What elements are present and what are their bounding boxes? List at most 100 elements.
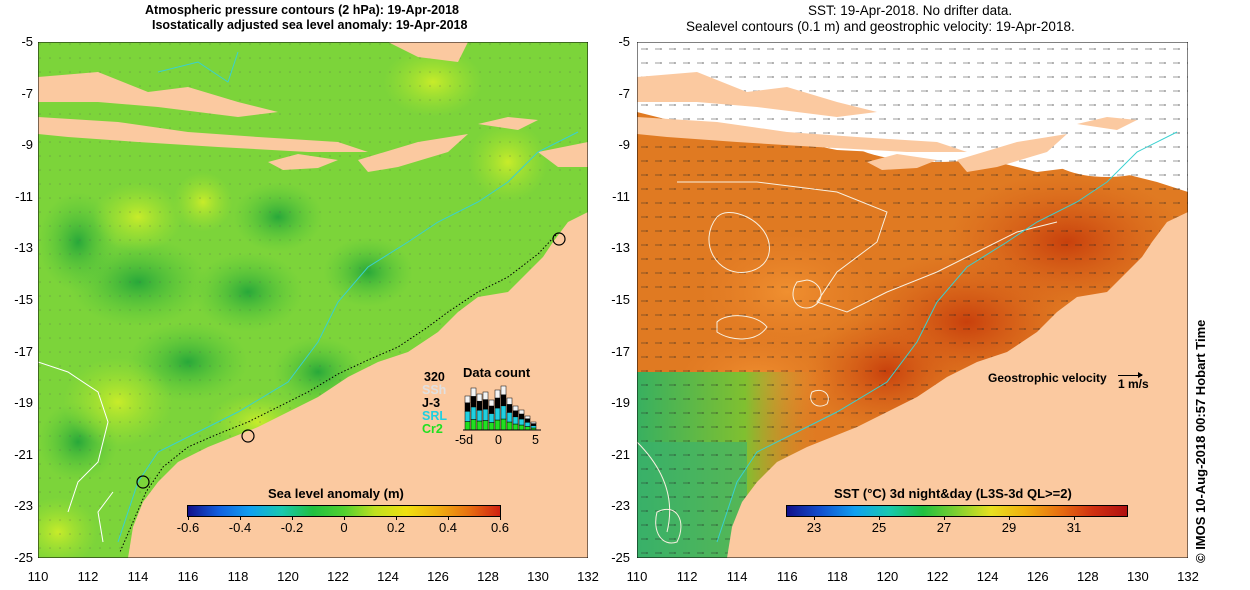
sst-colorbar (786, 505, 1128, 517)
data-count-histogram (463, 385, 541, 431)
x-tick-label: 122 (327, 569, 349, 584)
data-count-bar (518, 418, 525, 426)
data-count-bar (488, 422, 495, 431)
x-tick-label: 128 (1076, 569, 1099, 584)
colorbar-tick-mark (396, 516, 397, 520)
x-tick-label: 120 (876, 569, 899, 584)
data-count-bar (476, 409, 483, 422)
data-count-bar (518, 424, 525, 431)
x-tick-label: 112 (77, 569, 99, 584)
y-tick-label: -13 (611, 240, 630, 256)
colorbar-tick-label: -0.4 (228, 520, 252, 535)
y-tick-label: -21 (611, 446, 630, 462)
data-count-legend-item: SSh (422, 383, 447, 397)
data-count-legend-item: J-3 (422, 396, 441, 410)
x-tick-label: 128 (477, 569, 499, 584)
colorbar-tick-mark (500, 516, 501, 520)
colorbar-tick-label: 0.4 (438, 520, 458, 535)
data-count-bar (470, 406, 477, 420)
data-count-bar (530, 423, 537, 426)
data-count-bar (524, 426, 531, 431)
y-tick-label: -23 (611, 498, 630, 514)
data-count-bar (488, 399, 495, 407)
y-tick-label: -17 (611, 343, 630, 359)
colorbar-tick-label: 29 (1001, 520, 1017, 535)
colorbar-tick-label: -0.2 (280, 520, 304, 535)
colorbar-tick-mark (344, 516, 345, 520)
data-count-bar (464, 395, 471, 404)
left-colorbar-title: Sea level anomaly (m) (268, 486, 404, 501)
data-count-bar (482, 391, 489, 400)
data-count-bar (464, 411, 471, 422)
y-tick-label: -13 (14, 240, 33, 256)
y-tick-label: -15 (14, 292, 33, 307)
australia-landmass (128, 212, 588, 558)
x-tick-label: 126 (1026, 569, 1049, 584)
data-count-x-tick: -5d (455, 433, 474, 447)
y-tick-label: -11 (612, 188, 630, 204)
data-count-bar (482, 420, 489, 431)
x-tick-label: 122 (926, 569, 949, 584)
data-count-title: Data count (463, 365, 531, 380)
colorbar-tick-label: 0.6 (490, 520, 510, 535)
x-tick-label: 124 (377, 569, 399, 584)
data-count-bar (494, 389, 501, 399)
left-title-line1: Atmospheric pressure contours (2 hPa): 1… (145, 3, 459, 17)
y-tick-label: -17 (14, 343, 33, 359)
data-count-bar (488, 413, 495, 423)
colorbar-tick-mark (814, 516, 815, 520)
data-count-bar (518, 413, 525, 420)
x-tick-label: 110 (626, 569, 648, 584)
right-title-line2: Sealevel contours (0.1 m) and geostrophi… (686, 19, 1075, 34)
x-tick-label: 118 (826, 569, 848, 584)
data-count-bar (494, 419, 501, 431)
colorbar-tick-label: 31 (1066, 520, 1082, 535)
y-tick-label: -7 (21, 85, 33, 101)
data-count-bar (476, 420, 483, 431)
data-count-bar (506, 421, 513, 431)
y-tick-label: -7 (618, 85, 630, 101)
data-count-bar (512, 416, 519, 425)
data-count-bar (506, 404, 513, 413)
right-colorbar-title: SST (°C) 3d night&day (L3S-3d QL>=2) (834, 486, 1072, 501)
data-count-bar (470, 396, 477, 408)
colorbar-tick-label: -0.6 (176, 520, 200, 535)
data-count-bar (470, 419, 477, 431)
data-count-legend-item: Cr2 (422, 422, 443, 436)
data-count-legend-item: SRL (422, 409, 447, 423)
y-tick-label: -15 (611, 292, 630, 307)
colorbar-tick-label: 23 (806, 520, 822, 535)
colorbar-tick-mark (448, 516, 449, 520)
data-count-bar (524, 418, 531, 423)
data-count-bar (494, 407, 501, 421)
data-count-bar (482, 399, 489, 410)
data-count-bar (518, 409, 525, 415)
colorbar-tick-mark (188, 516, 189, 520)
y-tick-label: -25 (14, 550, 33, 565)
imos-credit: © IMOS 10-Aug-2018 00:57 Hobart Time (1193, 319, 1208, 563)
indonesia-islands (38, 42, 588, 172)
velocity-arrow-head-icon (1138, 372, 1143, 378)
data-count-bar (464, 421, 471, 431)
y-tick-label: -19 (14, 395, 33, 411)
data-count-bar (464, 402, 471, 412)
data-count-max: 320 (424, 370, 445, 384)
x-tick-label: 126 (427, 569, 449, 584)
right-title-line1: SST: 19-Apr-2018. No drifter data. (808, 3, 1013, 18)
x-tick-label: 118 (227, 569, 249, 584)
y-tick-label: -23 (14, 498, 33, 514)
x-tick-label: 132 (1177, 569, 1199, 584)
y-tick-label: -5 (21, 34, 33, 49)
y-tick-label: -9 (618, 137, 630, 153)
tide-station-marker (552, 232, 566, 246)
data-count-bar (512, 410, 519, 418)
x-tick-label: 114 (127, 569, 149, 584)
x-tick-label: 130 (527, 569, 549, 584)
data-count-bar (524, 415, 531, 420)
data-count-bar (512, 405, 519, 412)
data-count-bar (506, 397, 513, 405)
x-tick-label: 112 (676, 569, 698, 584)
y-tick-label: -11 (15, 188, 33, 204)
data-count-bar (530, 421, 537, 424)
data-count-x-tick: 0 (495, 433, 502, 447)
